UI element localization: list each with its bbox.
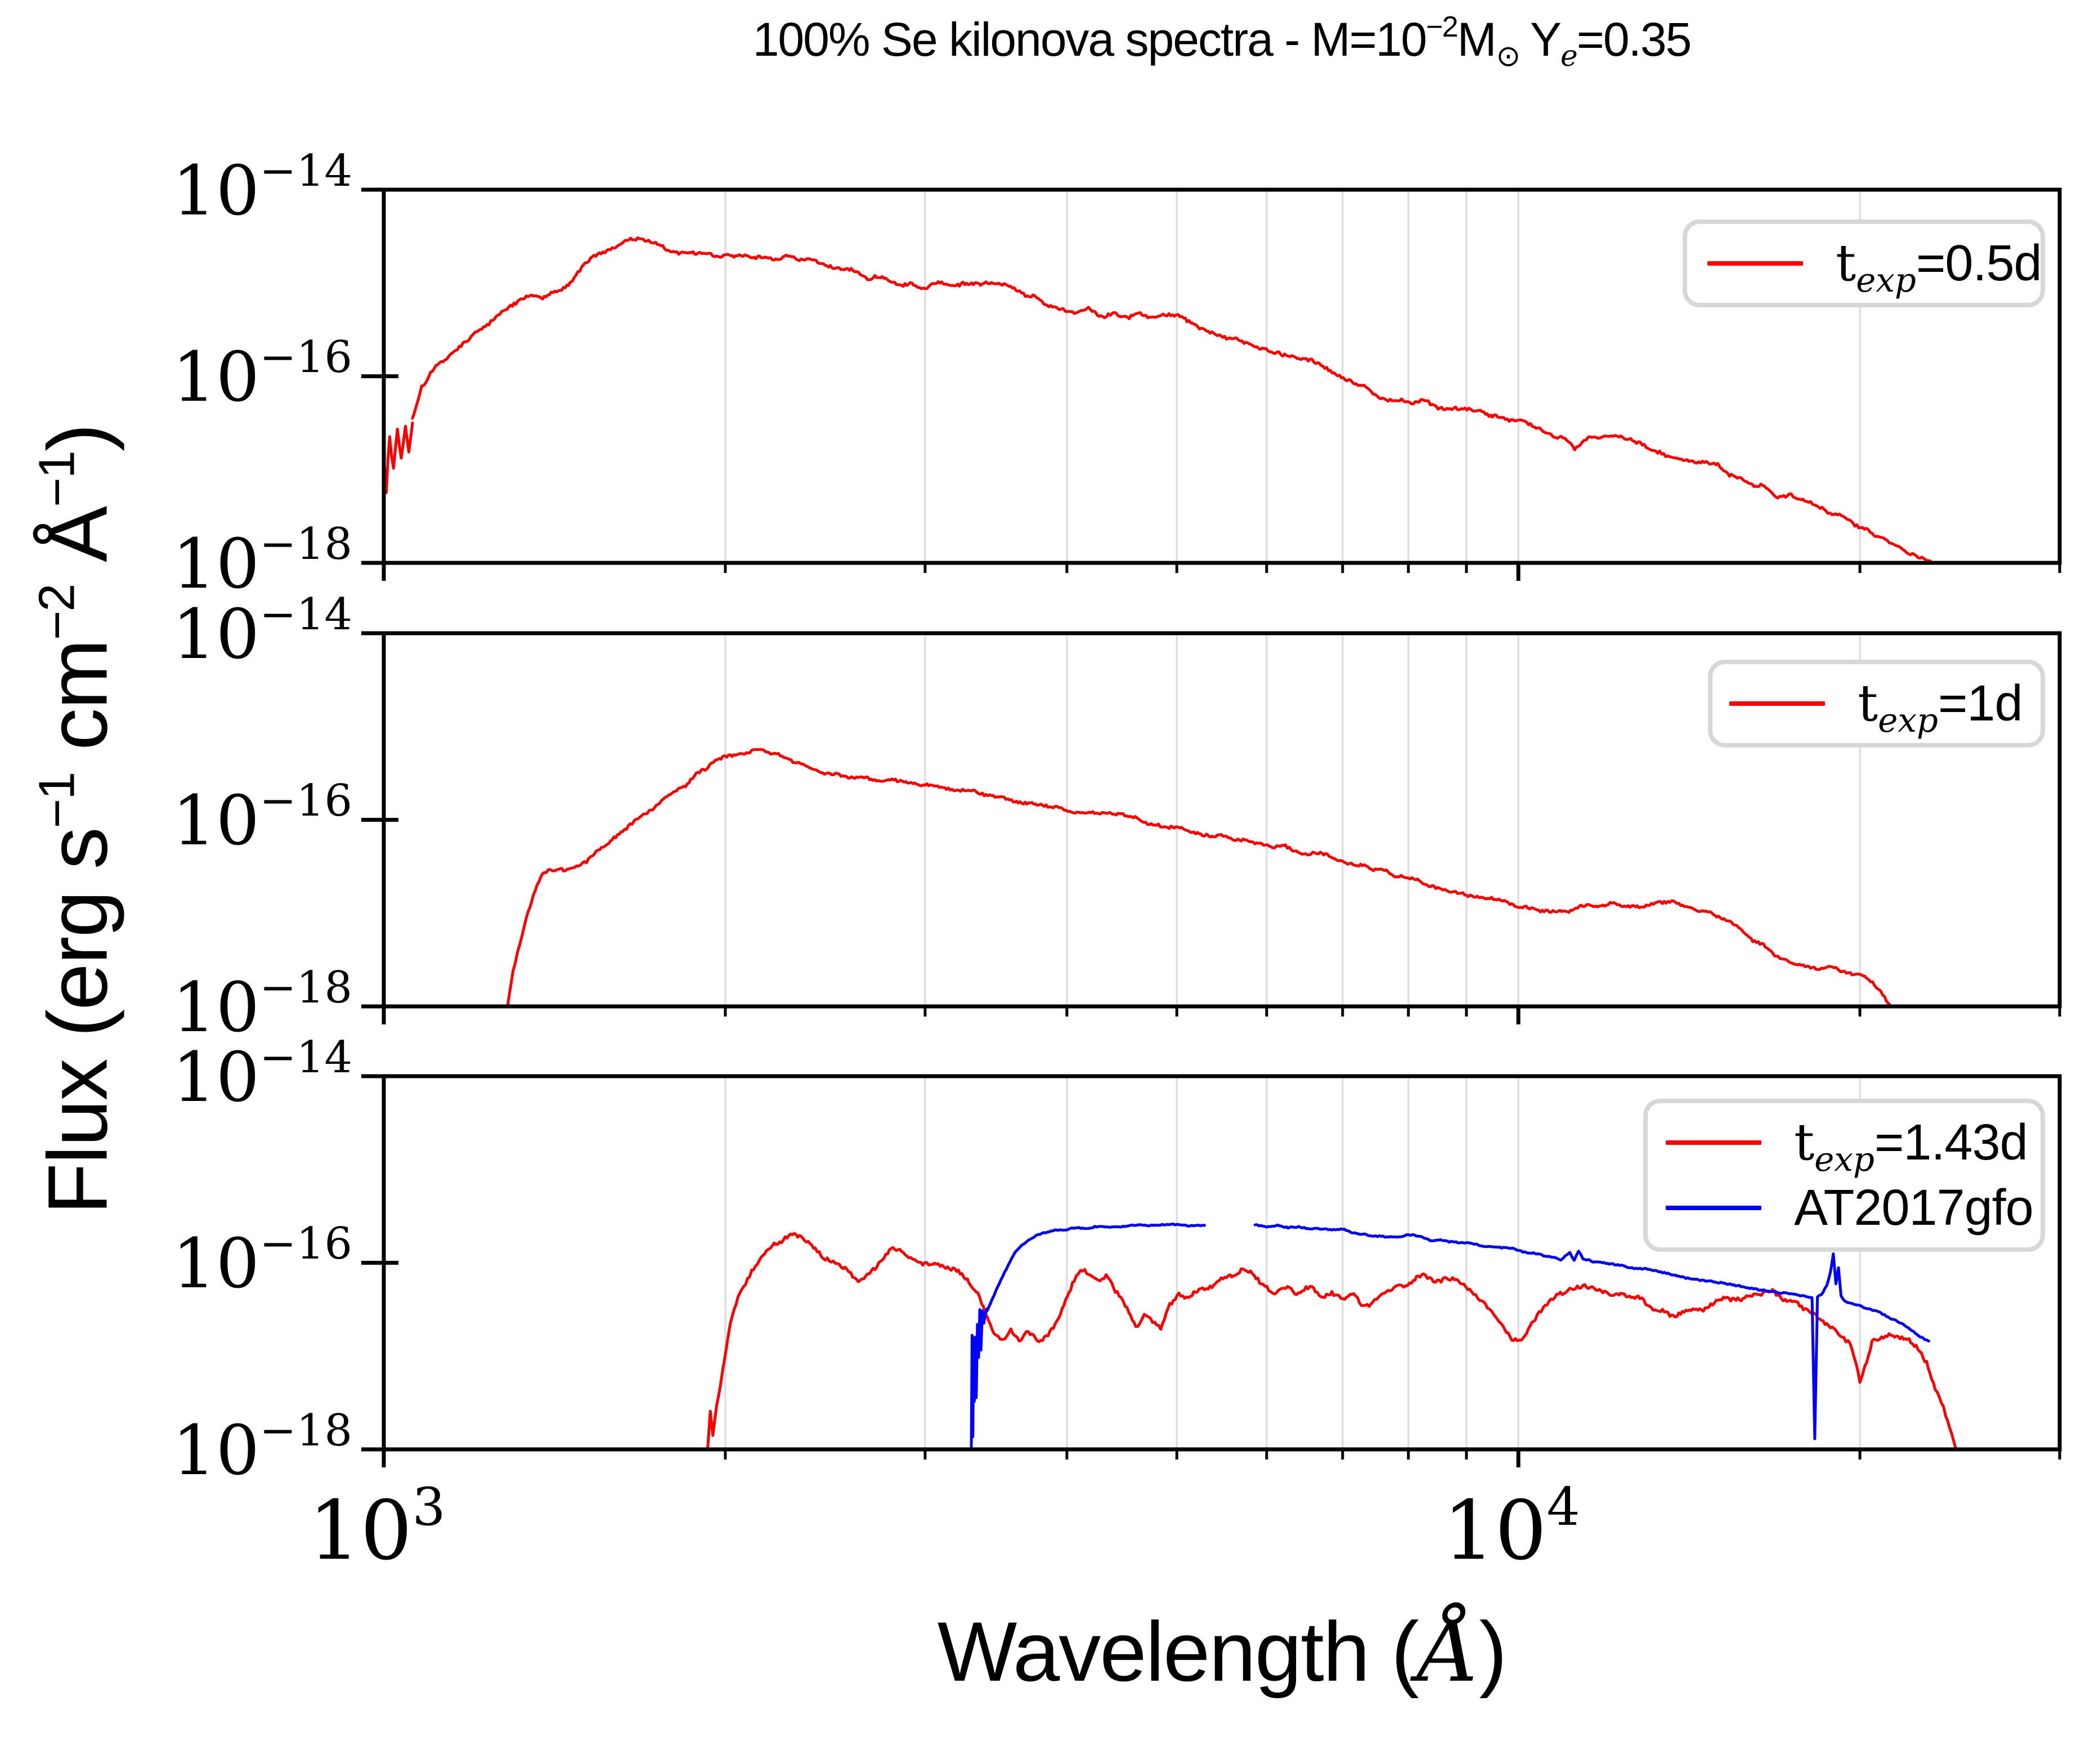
legend-line-red <box>1707 261 1803 266</box>
y-tick-label-p1-1e-16: 10−16 <box>172 332 352 417</box>
y-tick-label-p3-1e-18: 10−18 <box>172 1405 352 1490</box>
y-tick-label-p1-1e-18: 10−18 <box>172 518 352 604</box>
legend-label: texp=1d <box>1858 674 2023 740</box>
series-curve-t-exp-1.43d <box>706 1232 1957 1451</box>
y-axis-label: Flux (erg s−1 cm−2 Å−1) <box>29 424 125 1215</box>
series-curve-t-exp-0.5d <box>411 236 1937 565</box>
legend-label: texp=1.43d <box>1794 1113 2028 1179</box>
series-curve-at2017gfo <box>970 1307 988 1451</box>
legend-label: texp=0.5d <box>1836 234 2042 300</box>
legend-line-red <box>1666 1140 1761 1145</box>
legend-line-red <box>1729 701 1825 706</box>
series-curve-t-exp-1d <box>506 747 1891 1008</box>
legend-entry-at2017gfo: AT2017gfo <box>1648 1183 2041 1233</box>
y-tick-label-p3-1e-16: 10−16 <box>172 1218 352 1304</box>
legend-line-blue <box>1666 1205 1761 1210</box>
angstrom-symbol: Å <box>1418 1603 1479 1701</box>
legend-label: AT2017gfo <box>1794 1179 2034 1236</box>
y-tick-label-p3-1e-14: 10−14 <box>172 1032 352 1117</box>
figure-title: 100% Se kilonova spectra - M=10−2M⊙ Ye=0… <box>752 10 1692 74</box>
legend-panel-1: texp=0.5d <box>1683 220 2045 307</box>
x-tick-label-1e3: 103 <box>308 1476 446 1579</box>
legend-entry-texp-1.43d: texp=1.43d <box>1648 1113 2041 1179</box>
y-tick-label-p2-1e-16: 10−16 <box>172 775 352 861</box>
y-tick-label-p2-1e-18: 10−18 <box>172 962 352 1047</box>
series-curve-at2017gfo <box>985 1223 1206 1313</box>
legend-panel-3: texp=1.43d AT2017gfo <box>1643 1099 2045 1252</box>
y-tick-label-p2-1e-14: 10−14 <box>172 589 352 674</box>
sun-symbol: ⊙ <box>1496 40 1521 73</box>
legend-entry-texp-0.5d: texp=0.5d <box>1687 234 2042 300</box>
legend-entry-texp-1d: texp=1d <box>1712 674 2041 740</box>
legend-panel-2: texp=1d <box>1708 660 2045 747</box>
y-tick-label-p1-1e-14: 10−14 <box>172 145 352 231</box>
x-axis-label: Wavelength (Å) <box>937 1603 1507 1701</box>
series-curve-t-exp-0.5d <box>382 421 414 494</box>
series-curve-at2017gfo <box>1253 1223 1930 1440</box>
x-tick-label-1e4: 104 <box>1443 1476 1580 1579</box>
